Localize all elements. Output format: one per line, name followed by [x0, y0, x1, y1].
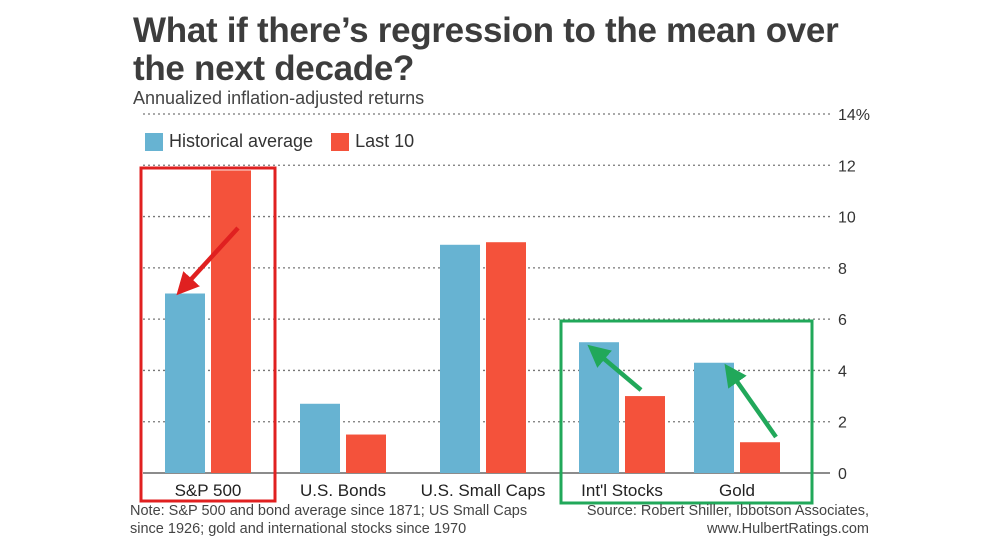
bar-last10 — [625, 396, 665, 473]
legend-item-last10: Last 10 — [331, 131, 414, 152]
legend-label-historical: Historical average — [169, 131, 314, 151]
y-tick-label: 4 — [838, 363, 847, 380]
highlight-box-red — [139, 166, 277, 503]
legend: Historical average Last 10 — [145, 131, 432, 152]
y-tick-label: 8 — [838, 261, 847, 278]
chart-subtitle: Annualized inflation-adjusted returns — [133, 88, 425, 108]
legend-label-last10: Last 10 — [355, 131, 415, 151]
bar-last10 — [211, 170, 251, 473]
bar-historical — [694, 362, 734, 473]
source-credit: Source: Robert Shiller, Ibbotson Associa… — [586, 503, 869, 537]
y-tick-label: 10 — [838, 210, 856, 227]
bar-last10 — [346, 434, 386, 473]
x-tick-label: Int'l Stocks — [581, 481, 663, 500]
bar-historical — [165, 293, 205, 473]
arrow-green — [587, 344, 643, 392]
bar-historical — [440, 244, 480, 473]
footnote: Note: S&P 500 and bond average since 187… — [130, 503, 528, 537]
highlight-box-green — [559, 319, 814, 505]
bar-last10 — [740, 442, 780, 473]
y-tick-label: 2 — [838, 415, 847, 432]
x-tick-label: U.S. Small Caps — [421, 481, 546, 500]
x-tick-label: U.S. Bonds — [300, 481, 386, 500]
y-tick-label: 6 — [838, 312, 847, 329]
legend-item-historical: Historical average — [145, 131, 313, 152]
x-tick-label: Gold — [719, 481, 755, 500]
bar-historical — [579, 342, 619, 473]
y-tick-label: 12 — [838, 158, 856, 175]
arrow-green — [724, 363, 778, 439]
chart-title: What if there’s regression to the mean o… — [133, 11, 839, 88]
y-tick-label: 14% — [838, 107, 870, 124]
bar-historical — [300, 403, 340, 473]
arrow-red — [176, 226, 240, 296]
x-tick-label: S&P 500 — [175, 481, 242, 500]
bar-last10 — [486, 242, 526, 473]
legend-swatch-last10 — [331, 132, 350, 151]
legend-swatch-historical — [145, 132, 163, 151]
y-tick-label: 0 — [838, 466, 847, 483]
